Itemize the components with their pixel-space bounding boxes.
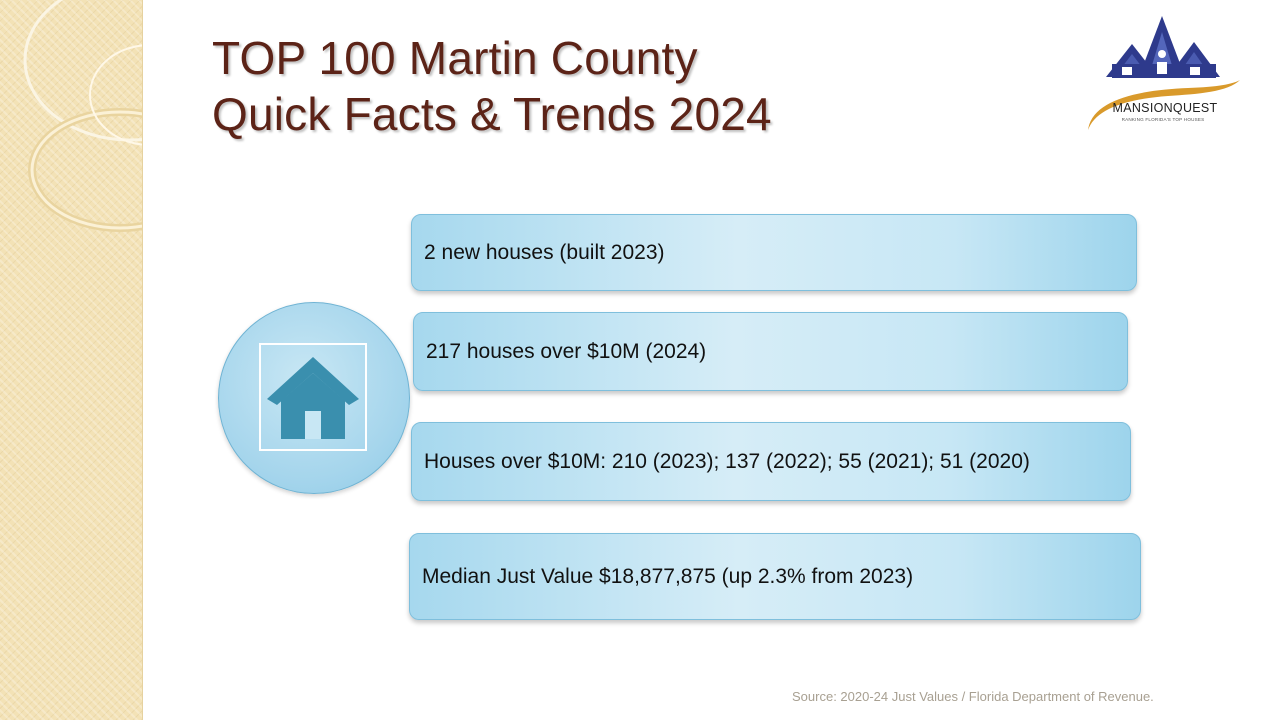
slide-title: TOP 100 Martin County Quick Facts & Tren… bbox=[212, 30, 772, 142]
house-icon-circle bbox=[218, 302, 410, 494]
mansionquest-logo bbox=[1078, 12, 1248, 142]
fact-median-just-value: Median Just Value $18,877,875 (up 2.3% f… bbox=[409, 533, 1141, 620]
source-note: Source: 2020-24 Just Values / Florida De… bbox=[792, 689, 1154, 704]
decorative-rings bbox=[0, 0, 142, 260]
house-icon-frame bbox=[259, 343, 367, 451]
logo-houses-graphic bbox=[1088, 16, 1240, 130]
fact-houses-over-10m-history: Houses over $10M: 210 (2023); 137 (2022)… bbox=[411, 422, 1131, 501]
house-icon bbox=[267, 357, 359, 439]
logo-tagline: RANKING FLORIDA'S TOP HOUSES bbox=[1121, 117, 1205, 122]
slide-title-line-2: Quick Facts & Trends 2024 bbox=[212, 88, 772, 140]
slide-title-line-1: TOP 100 Martin County bbox=[212, 32, 698, 84]
logo-name: MANSIONQUEST bbox=[1112, 101, 1218, 115]
decorative-side-band bbox=[0, 0, 143, 720]
fact-houses-over-10m-2024: 217 houses over $10M (2024) bbox=[413, 312, 1128, 391]
fact-new-houses: 2 new houses (built 2023) bbox=[411, 214, 1137, 291]
